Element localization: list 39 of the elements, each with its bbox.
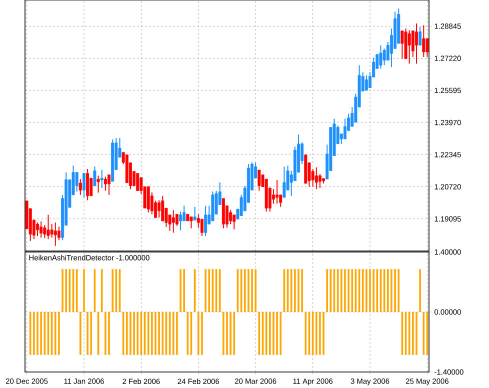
candlestick [229,210,232,225]
candlestick [408,30,411,64]
candlestick [179,210,182,231]
candlestick [82,172,86,198]
candlestick [415,23,418,64]
candlestick [276,180,279,204]
candlestick [46,214,50,240]
candlestick [364,74,368,91]
candlestick [161,195,164,222]
candlestick [204,205,208,236]
candlestick [93,166,96,186]
candlestick [400,30,404,60]
candlestick [158,200,161,218]
candlestick [426,38,429,58]
candlestick [96,175,100,194]
candlestick [382,48,386,66]
candlestick [104,176,107,192]
candlestick [75,172,78,192]
candlestick [344,118,346,140]
candlestick [172,210,175,234]
candlestick [108,174,111,196]
candlestick [193,206,196,221]
candlestick [314,166,318,190]
candlestick [40,221,43,238]
candlestick [136,172,140,192]
candlestick [86,168,90,201]
candlestick [282,166,286,198]
candlestick [54,222,57,246]
candlestick [100,169,104,188]
candlestick [232,214,236,230]
candlestick [190,216,193,229]
candlestick [146,186,150,213]
candlestick [422,24,426,58]
candlestick [379,44,382,70]
candlestick [318,174,322,188]
candlestick [78,178,82,196]
candlestick [418,26,422,46]
candlestick [36,222,39,236]
candlestick [258,169,261,192]
